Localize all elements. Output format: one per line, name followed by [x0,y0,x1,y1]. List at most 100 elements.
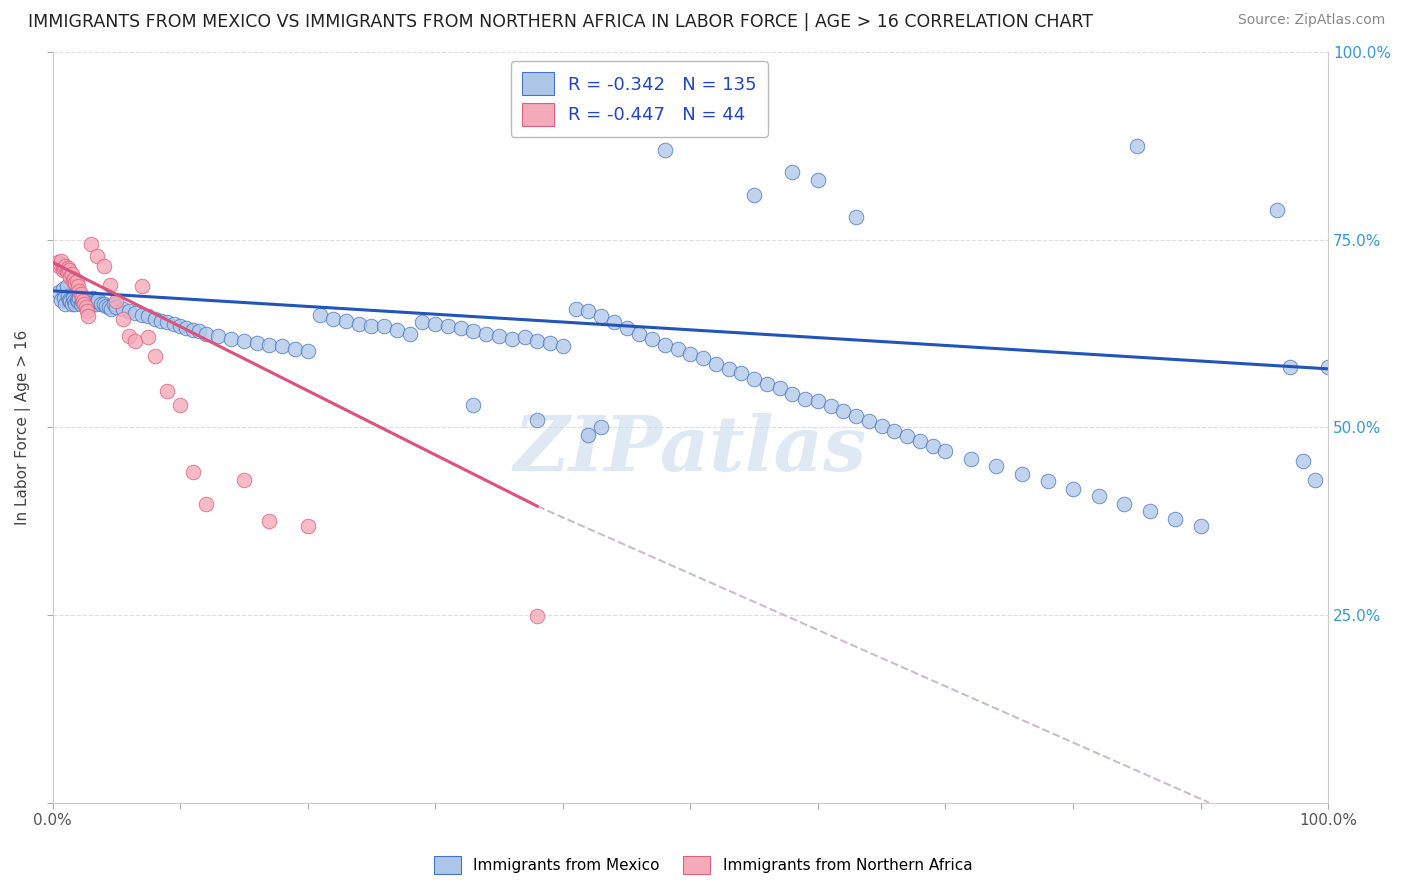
Point [136,330,159,344]
Point [67,291,90,305]
Point [437,319,460,334]
Point [67,284,90,298]
Point [60,267,83,281]
Point [52,262,75,277]
Point [63,294,86,309]
Point [55,279,77,293]
Point [271,339,294,353]
Point [98,277,121,292]
Point [1139,504,1161,518]
Point [385,323,408,337]
Point [65,296,87,310]
Point [1189,519,1212,533]
Point [94,299,117,313]
Point [603,315,626,329]
Point [730,367,752,381]
Point [83,294,105,309]
Point [934,444,956,458]
Point [259,338,281,352]
Point [67,294,90,309]
Point [48,259,70,273]
Point [450,321,472,335]
Point [219,332,242,346]
Point [576,304,599,318]
Y-axis label: In Labor Force | Age > 16: In Labor Force | Age > 16 [15,330,31,525]
Point [87,293,110,307]
Point [75,301,97,315]
Point [246,336,269,351]
Point [77,293,100,307]
Point [118,304,141,318]
Point [66,274,89,288]
Point [820,400,842,414]
Point [589,420,612,434]
Point [70,294,93,309]
Point [143,349,166,363]
Point [93,296,115,310]
Point [90,296,112,310]
Point [576,428,599,442]
Point [194,326,217,341]
Point [908,434,931,448]
Point [124,334,146,348]
Point [475,326,498,341]
Point [425,317,447,331]
Point [56,261,79,276]
Point [986,459,1008,474]
Point [488,328,510,343]
Point [641,332,664,346]
Point [883,424,905,438]
Point [103,296,125,310]
Point [63,272,86,286]
Point [51,253,73,268]
Point [1278,360,1301,375]
Point [194,497,217,511]
Point [93,259,115,273]
Point [149,314,172,328]
Point [755,376,778,391]
Point [86,249,108,263]
Point [75,296,97,310]
Point [48,285,70,300]
Point [870,418,893,433]
Point [181,466,204,480]
Point [80,296,103,310]
Point [742,371,765,385]
Point [169,398,191,412]
Text: ZIPatlas: ZIPatlas [513,413,868,487]
Point [100,301,122,316]
Point [1036,475,1059,489]
Point [79,294,101,309]
Point [84,296,107,310]
Point [309,308,332,322]
Point [66,293,89,307]
Point [59,270,82,285]
Point [322,311,344,326]
Point [717,362,740,376]
Point [58,293,80,307]
Point [53,259,76,273]
Point [176,321,198,335]
Point [56,289,79,303]
Legend: Immigrants from Mexico, Immigrants from Northern Africa: Immigrants from Mexico, Immigrants from … [427,850,979,880]
Point [513,330,536,344]
Point [80,294,103,309]
Point [692,351,714,366]
Point [782,165,804,179]
Point [60,296,83,310]
Point [1087,490,1109,504]
Point [526,413,548,427]
Point [131,308,153,322]
Point [232,334,254,348]
Point [73,291,96,305]
Point [105,294,128,309]
Point [1305,473,1327,487]
Point [284,342,307,356]
Point [654,338,676,352]
Point [526,609,548,624]
Point [53,296,76,310]
Text: IMMIGRANTS FROM MEXICO VS IMMIGRANTS FROM NORTHERN AFRICA IN LABOR FORCE | AGE >: IMMIGRANTS FROM MEXICO VS IMMIGRANTS FRO… [28,13,1092,31]
Point [1291,454,1313,468]
Point [67,279,90,293]
Point [51,293,73,307]
